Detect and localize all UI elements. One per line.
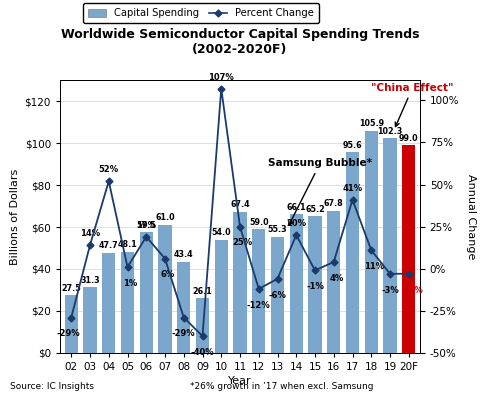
- Text: 4%: 4%: [330, 274, 344, 283]
- Legend: Capital Spending, Percent Change: Capital Spending, Percent Change: [83, 3, 319, 23]
- Bar: [252, 229, 266, 353]
- Bar: [140, 232, 153, 353]
- Text: -6%: -6%: [268, 291, 286, 300]
- Bar: [327, 211, 340, 353]
- Text: 66.1: 66.1: [286, 203, 306, 212]
- Text: -12%: -12%: [247, 301, 270, 310]
- Text: 107%: 107%: [208, 73, 234, 82]
- Text: 65.2: 65.2: [305, 205, 325, 214]
- Bar: [84, 287, 96, 353]
- Text: -3%: -3%: [381, 286, 399, 295]
- Text: 99.0: 99.0: [399, 134, 418, 143]
- Text: 26.1: 26.1: [192, 287, 212, 296]
- Text: 52%: 52%: [98, 166, 119, 174]
- Bar: [402, 145, 415, 353]
- Text: 105.9: 105.9: [358, 119, 384, 128]
- Bar: [271, 237, 284, 353]
- Text: 95.6: 95.6: [342, 141, 362, 150]
- Bar: [364, 131, 378, 353]
- Bar: [64, 295, 78, 353]
- Bar: [102, 253, 116, 353]
- Y-axis label: Billions of Dollars: Billions of Dollars: [10, 168, 20, 265]
- Text: 61.0: 61.0: [155, 213, 175, 223]
- Bar: [214, 240, 228, 353]
- Text: 19%: 19%: [136, 221, 156, 230]
- Text: 11%: 11%: [364, 262, 384, 271]
- Text: -1%: -1%: [306, 282, 324, 291]
- Text: 41%: 41%: [342, 184, 362, 193]
- Text: 67.4: 67.4: [230, 200, 250, 209]
- X-axis label: Year: Year: [228, 376, 252, 386]
- Bar: [121, 252, 134, 353]
- Text: 27.5: 27.5: [62, 284, 81, 293]
- Text: 43.4: 43.4: [174, 250, 194, 259]
- Text: "China Effect": "China Effect": [371, 83, 454, 127]
- Bar: [234, 211, 246, 353]
- Y-axis label: Annual Change: Annual Change: [466, 174, 476, 259]
- Text: -29%: -29%: [172, 329, 196, 338]
- Text: -40%: -40%: [190, 348, 214, 357]
- Bar: [308, 216, 322, 353]
- Bar: [177, 262, 190, 353]
- Text: 59.0: 59.0: [249, 218, 268, 227]
- Text: 1%: 1%: [123, 279, 138, 288]
- Bar: [158, 225, 172, 353]
- Text: -3%: -3%: [406, 286, 423, 295]
- Bar: [290, 214, 303, 353]
- Text: 57.5: 57.5: [136, 221, 156, 230]
- Text: 55.3: 55.3: [268, 225, 287, 234]
- Text: 48.1: 48.1: [118, 241, 138, 249]
- Text: *26% growth in ’17 when excl. Samsung: *26% growth in ’17 when excl. Samsung: [190, 382, 374, 391]
- Text: 20%: 20%: [286, 219, 306, 228]
- Bar: [346, 152, 359, 353]
- Text: 14%: 14%: [80, 229, 100, 239]
- Text: Worldwide Semiconductor Capital Spending Trends
(2002-2020F): Worldwide Semiconductor Capital Spending…: [61, 28, 419, 56]
- Text: Samsung Bubble*: Samsung Bubble*: [268, 158, 372, 225]
- Text: 6%: 6%: [160, 270, 175, 279]
- Text: -29%: -29%: [56, 329, 80, 338]
- Text: 31.3: 31.3: [80, 276, 100, 285]
- Text: 47.7: 47.7: [99, 241, 118, 250]
- Text: 102.3: 102.3: [378, 127, 402, 136]
- Text: 54.0: 54.0: [212, 228, 231, 237]
- Text: Source: IC Insights: Source: IC Insights: [10, 382, 94, 391]
- Bar: [196, 298, 209, 353]
- Text: 67.8: 67.8: [324, 199, 344, 208]
- Bar: [384, 138, 396, 353]
- Text: 25%: 25%: [233, 239, 253, 247]
